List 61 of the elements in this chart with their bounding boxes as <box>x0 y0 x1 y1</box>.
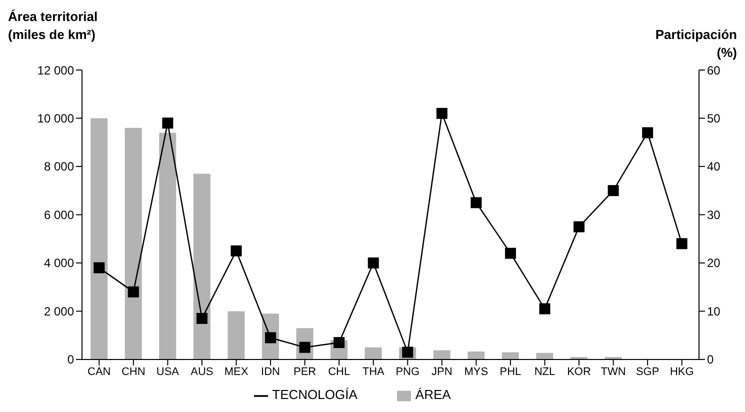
y2-tick-label: 10 <box>707 304 721 318</box>
point <box>128 286 139 298</box>
x-tick-label: SGP <box>636 366 660 378</box>
x-tick-label: JPN <box>432 366 452 378</box>
y2-tick-label: 50 <box>707 112 721 126</box>
y2-tick-label: 20 <box>707 256 721 270</box>
x-tick-label: HKG <box>670 366 694 378</box>
bar <box>159 132 176 360</box>
y-axis-title: Área territorial (miles de km²) <box>8 8 98 44</box>
legend-label: TECNOLOGÍA <box>272 387 358 402</box>
y-tick-label: 10 000 <box>37 112 74 126</box>
bar <box>90 118 108 360</box>
x-tick-label: KOR <box>567 366 591 378</box>
y-tick-label: 0 <box>67 352 74 367</box>
x-tick-label: NZL <box>534 366 556 378</box>
point <box>230 245 242 256</box>
x-tick-label: PNG <box>396 366 420 378</box>
y-tick-label: 8 000 <box>44 160 74 174</box>
y2-tick-label: 60 <box>707 63 721 78</box>
y-tick-label: 2 000 <box>44 304 74 318</box>
y-tick-label: 12 000 <box>37 63 74 78</box>
point <box>608 185 619 196</box>
point <box>436 108 448 119</box>
bar <box>502 352 519 360</box>
y2-tick-label: 40 <box>707 160 721 174</box>
x-tick-label: TWN <box>600 366 626 378</box>
point <box>676 238 688 250</box>
point <box>162 118 174 129</box>
y2-tick-label: 30 <box>707 208 721 222</box>
point <box>94 262 105 274</box>
bar <box>193 174 210 360</box>
point <box>470 197 482 208</box>
x-tick-label: MEX <box>224 366 249 378</box>
bar <box>124 128 142 360</box>
x-tick-label: CAN <box>88 366 111 378</box>
point <box>196 312 208 324</box>
bar <box>536 352 554 360</box>
x-tick-label: USA <box>156 366 180 378</box>
x-tick-label: PHL <box>500 366 522 378</box>
x-tick-label: AUS <box>190 366 214 378</box>
point <box>334 337 345 348</box>
bar <box>433 350 450 360</box>
point <box>504 248 516 259</box>
y2-tick-label: 0 <box>707 352 714 367</box>
bar <box>364 347 382 360</box>
x-tick-label: MYS <box>464 366 488 378</box>
legend-label: ÁREA <box>415 387 451 402</box>
x-tick-label: PER <box>293 366 316 378</box>
bar <box>468 351 485 360</box>
x-tick-label: CHN <box>121 366 146 378</box>
x-tick-label: CHL <box>328 366 350 378</box>
bar <box>228 311 245 360</box>
point <box>642 127 654 138</box>
y-tick-label: 4 000 <box>44 256 74 270</box>
x-tick-label: IDN <box>261 366 280 378</box>
point <box>574 221 585 232</box>
y-tick-label: 6 000 <box>44 208 74 222</box>
y2-axis-title: Participación (%) <box>655 26 737 62</box>
point <box>368 257 379 268</box>
x-tick-label: THA <box>362 366 386 378</box>
point <box>539 303 550 314</box>
